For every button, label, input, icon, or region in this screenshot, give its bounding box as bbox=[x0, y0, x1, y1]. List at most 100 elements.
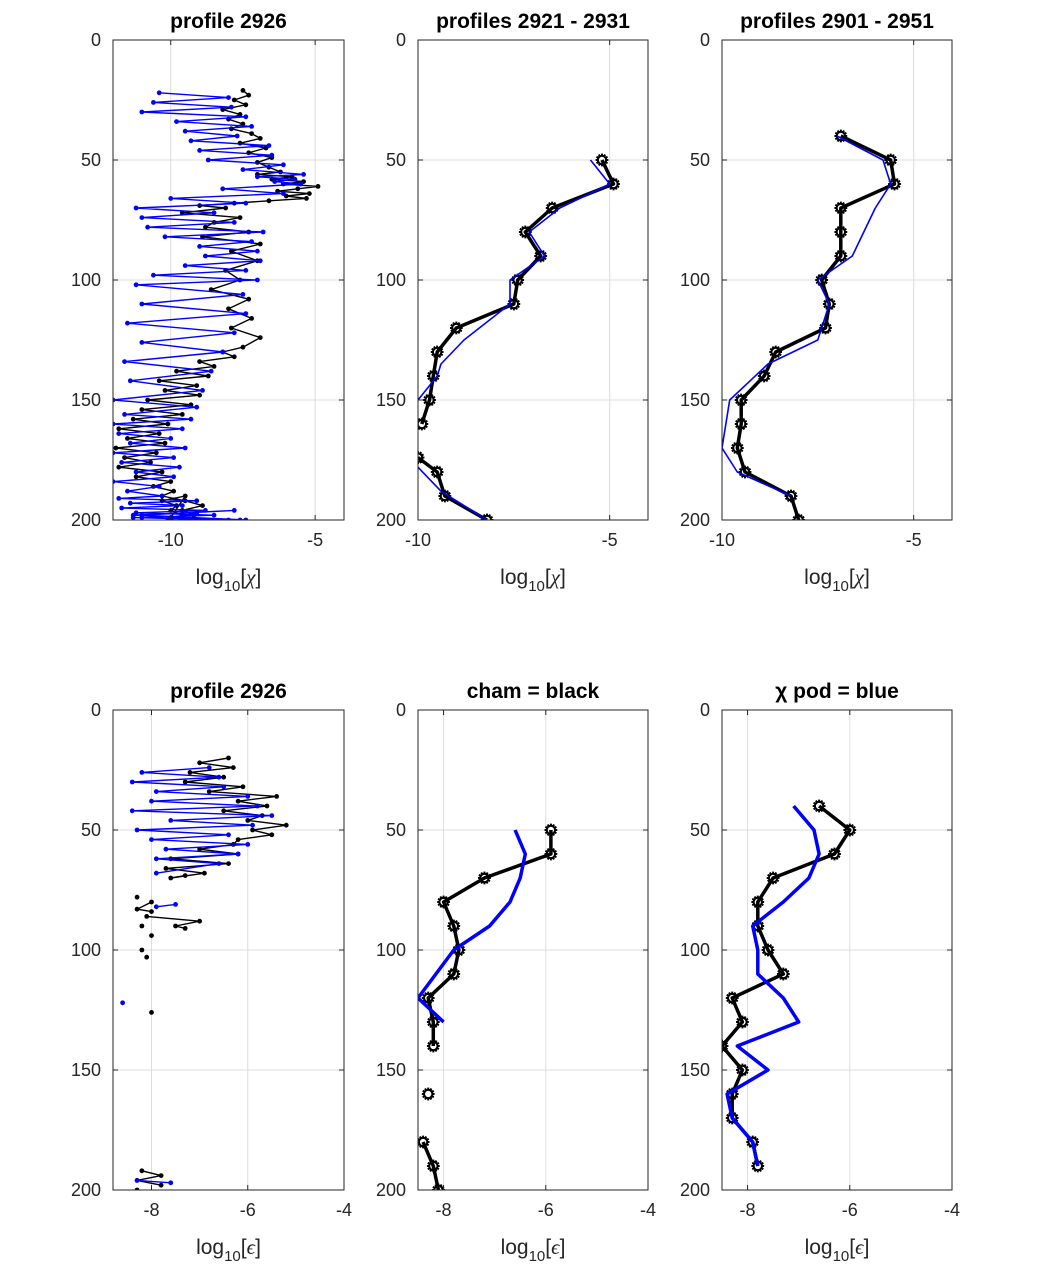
data-point bbox=[149, 933, 154, 938]
series-line-12 bbox=[137, 1179, 171, 1184]
data-point bbox=[298, 181, 304, 187]
y-tick-label: 0 bbox=[396, 700, 406, 720]
data-point bbox=[226, 517, 231, 520]
data-point bbox=[197, 918, 203, 924]
data-point bbox=[173, 902, 178, 907]
data-point bbox=[274, 794, 280, 799]
data-point bbox=[133, 474, 139, 480]
data-point bbox=[122, 359, 127, 364]
data-point bbox=[264, 803, 270, 809]
y-tick-label: 150 bbox=[71, 390, 101, 410]
chart-panel-5: -8 -6 -4 0 50 100 150 200 cham = black log10[ϵ] bbox=[376, 680, 656, 1265]
data-point bbox=[228, 104, 234, 110]
y-tick-label: 100 bbox=[71, 270, 101, 290]
data-point bbox=[182, 493, 188, 499]
data-point bbox=[187, 770, 193, 775]
chart-panel-3: -10 -5 0 50 100 150 200 profiles 2901 - 2951 log… bbox=[680, 10, 953, 595]
data-point bbox=[116, 464, 122, 470]
data-point bbox=[245, 842, 251, 847]
x-tick-label: -5 bbox=[602, 530, 618, 550]
data-point bbox=[182, 926, 188, 931]
data-point bbox=[139, 770, 145, 775]
data-point bbox=[168, 1180, 174, 1186]
data-point bbox=[249, 239, 255, 245]
y-tick-label: 50 bbox=[690, 150, 710, 170]
data-point bbox=[197, 392, 203, 398]
data-point bbox=[116, 431, 122, 436]
data-point bbox=[237, 112, 243, 117]
data-point bbox=[249, 131, 255, 137]
data-point bbox=[243, 517, 249, 520]
data-point bbox=[235, 851, 241, 857]
data-point bbox=[182, 779, 188, 785]
data-point-marker bbox=[736, 1015, 749, 1029]
data-point bbox=[179, 426, 185, 432]
data-point bbox=[156, 431, 162, 436]
data-point bbox=[182, 445, 188, 451]
data-point bbox=[162, 234, 168, 240]
data-point bbox=[301, 172, 306, 177]
data-point bbox=[174, 368, 179, 374]
data-layer bbox=[120, 755, 289, 1190]
data-point-marker bbox=[834, 225, 848, 239]
data-point bbox=[139, 340, 145, 345]
data-point bbox=[194, 404, 200, 410]
data-point bbox=[188, 416, 194, 422]
data-point bbox=[153, 870, 159, 876]
data-point bbox=[156, 90, 162, 96]
data-point bbox=[280, 162, 286, 168]
data-point bbox=[246, 150, 252, 156]
data-layer bbox=[113, 88, 321, 520]
data-point bbox=[182, 873, 188, 878]
data-point bbox=[116, 426, 122, 432]
data-point-marker bbox=[423, 393, 436, 407]
x-axis-label: log10[ϵ] bbox=[196, 1235, 261, 1265]
data-point-marker bbox=[544, 847, 558, 861]
data-point bbox=[119, 460, 125, 465]
data-point bbox=[177, 464, 182, 470]
data-point-marker bbox=[447, 967, 461, 981]
data-point bbox=[134, 906, 140, 912]
data-point bbox=[203, 224, 208, 230]
chart-title: profiles 2921 - 2931 bbox=[436, 10, 630, 33]
data-layer bbox=[722, 129, 901, 520]
data-point-marker bbox=[478, 871, 491, 885]
data-point-marker bbox=[734, 393, 748, 407]
data-point bbox=[208, 368, 214, 374]
data-point bbox=[257, 136, 263, 141]
data-point bbox=[182, 128, 188, 134]
data-point-marker bbox=[418, 451, 425, 464]
data-point-marker bbox=[734, 417, 748, 431]
data-point bbox=[119, 505, 125, 511]
data-point bbox=[304, 196, 309, 201]
data-point bbox=[234, 133, 240, 139]
data-point bbox=[280, 191, 286, 197]
data-point bbox=[211, 364, 217, 369]
data-point bbox=[139, 407, 145, 412]
y-tick-label: 200 bbox=[680, 510, 710, 530]
data-point-marker bbox=[426, 1159, 440, 1173]
data-point-marker bbox=[751, 895, 765, 909]
x-axis-label: log10[ϵ] bbox=[805, 1235, 870, 1265]
data-point bbox=[221, 784, 227, 790]
data-point bbox=[237, 215, 243, 221]
x-axis-label: log10[χ] bbox=[500, 565, 566, 595]
data-point bbox=[240, 784, 246, 790]
data-point bbox=[168, 875, 174, 881]
y-tick-label: 50 bbox=[690, 820, 710, 840]
x-tick-label: -8 bbox=[436, 1200, 452, 1220]
x-tick-label: -6 bbox=[240, 1200, 256, 1220]
data-point bbox=[153, 856, 159, 862]
data-point-marker bbox=[430, 345, 444, 359]
y-tick-label: 200 bbox=[71, 1180, 101, 1200]
data-point bbox=[235, 798, 241, 804]
y-tick-label: 200 bbox=[376, 510, 406, 530]
data-point bbox=[245, 794, 251, 799]
data-point bbox=[203, 508, 208, 513]
data-layer bbox=[722, 799, 857, 1173]
data-point-marker bbox=[607, 177, 620, 191]
series-line-10 bbox=[156, 903, 176, 908]
data-point bbox=[257, 258, 263, 264]
data-point bbox=[250, 822, 255, 828]
data-point bbox=[211, 512, 217, 518]
